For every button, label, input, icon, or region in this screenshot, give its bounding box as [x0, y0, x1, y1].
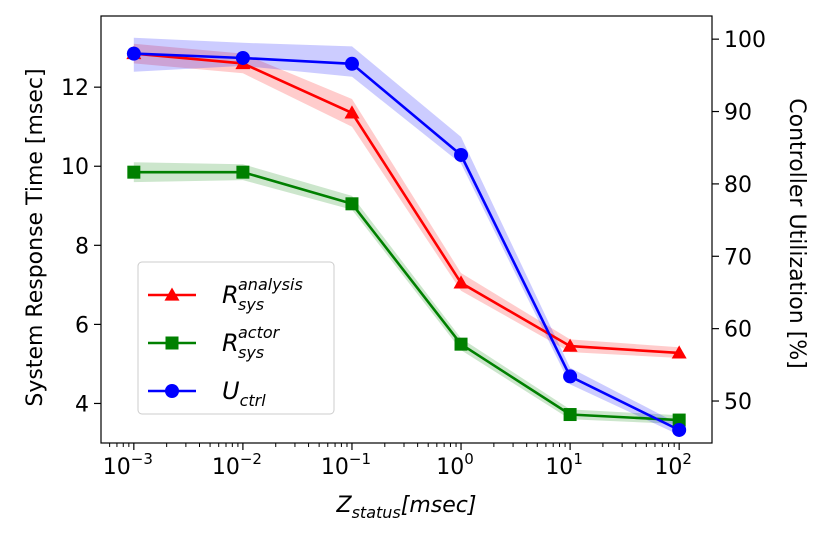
data-point-circle — [563, 369, 578, 384]
data-point-square — [672, 413, 686, 427]
legend-marker-square — [165, 336, 179, 350]
x-axis-title: Zstatus[msec] — [336, 493, 477, 522]
plot-frame — [100, 15, 713, 444]
x-tick-label: 10−2 — [212, 450, 262, 480]
data-point-triangle — [344, 105, 360, 119]
data-point-square — [127, 165, 141, 179]
x-axis-ticks: 10−3 10−2 10−1 100 101 102 — [103, 443, 692, 480]
series-lines — [133, 52, 680, 432]
data-point-circle — [672, 422, 687, 437]
left-y-tick-label: 10 — [61, 155, 89, 180]
data-point-square — [345, 197, 359, 211]
x-tick-label: 101 — [545, 450, 583, 480]
right-y-tick-label: 70 — [724, 245, 752, 270]
left-y-axis-ticks: 4 6 8 10 12 — [61, 76, 101, 417]
series-line-circle — [133, 52, 680, 432]
legend-label: Rsysactor — [222, 323, 281, 362]
left-y-axis-title: System Response Time [msec] — [23, 68, 48, 406]
x-tick-label: 10−3 — [103, 450, 153, 480]
left-y-tick-label: 4 — [75, 392, 89, 417]
x-axis-title-main: Z — [336, 493, 353, 518]
left-y-tick-label: 8 — [75, 234, 89, 259]
right-y-tick-label: 80 — [724, 173, 752, 198]
error-bands — [133, 37, 680, 435]
data-point-circle — [235, 50, 250, 65]
x-axis-title-sub: status — [352, 503, 401, 522]
left-y-tick-label: 12 — [61, 76, 89, 101]
x-tick-label: 10−1 — [321, 450, 371, 480]
right-y-axis-title: Controller Utilization [%] — [784, 98, 809, 369]
legend-marker-circle — [165, 384, 179, 398]
data-point-square — [563, 408, 577, 422]
right-y-tick-label: 90 — [724, 101, 752, 126]
data-point-circle — [454, 147, 469, 162]
data-point-square — [454, 337, 468, 351]
right-y-tick-label: 100 — [724, 28, 766, 53]
legend-label: Rsysanalysis — [222, 275, 303, 314]
right-y-axis-ticks: 50 60 70 80 90 100 — [712, 28, 766, 415]
x-axis-title-rest: [msec] — [401, 493, 477, 518]
data-point-circle — [126, 46, 141, 61]
series-line-triangle — [133, 52, 680, 355]
x-tick-label: 100 — [436, 450, 474, 480]
data-point-triangle — [671, 345, 687, 359]
data-point-circle — [344, 56, 359, 71]
data-point-triangle — [453, 275, 469, 289]
right-y-tick-label: 50 — [724, 390, 752, 415]
legend-box — [137, 261, 335, 415]
data-point-triangle — [562, 338, 578, 352]
right-y-tick-label: 60 — [724, 318, 752, 343]
left-y-tick-label: 6 — [75, 313, 89, 338]
error-band-triangle — [133, 43, 680, 358]
legend-label: Uctrl — [222, 377, 266, 410]
error-band-circle — [133, 37, 680, 435]
x-tick-label: 102 — [654, 450, 692, 480]
series-line-square — [133, 170, 680, 422]
series-markers — [126, 46, 687, 437]
legend-marker-triangle — [164, 287, 180, 301]
data-point-square — [236, 165, 250, 179]
legend: Rsysanalysis Rsysactor Uctrl — [137, 261, 335, 415]
